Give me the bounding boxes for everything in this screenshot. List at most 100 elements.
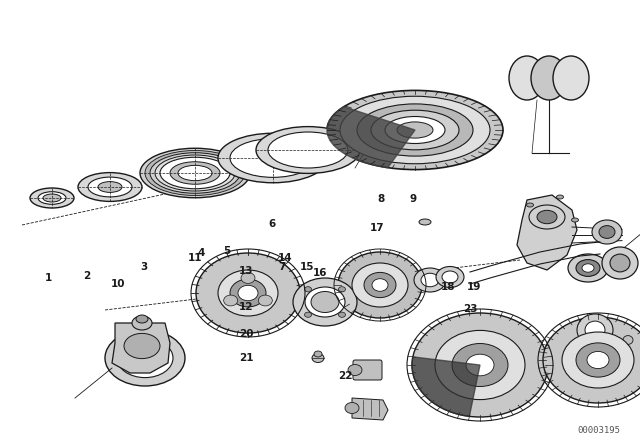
Ellipse shape (385, 116, 445, 143)
Ellipse shape (196, 253, 300, 333)
Text: 16: 16 (313, 268, 327, 278)
Ellipse shape (452, 344, 508, 387)
Polygon shape (112, 323, 170, 373)
Text: 12: 12 (239, 302, 253, 312)
Ellipse shape (38, 192, 66, 204)
Ellipse shape (241, 272, 255, 284)
Ellipse shape (339, 287, 346, 292)
Ellipse shape (529, 205, 565, 229)
Text: 14: 14 (278, 253, 292, 263)
Ellipse shape (218, 133, 328, 183)
Ellipse shape (155, 155, 235, 191)
Ellipse shape (348, 365, 362, 375)
Text: 22: 22 (339, 371, 353, 381)
Ellipse shape (230, 138, 316, 177)
Text: 4: 4 (198, 248, 205, 258)
Polygon shape (412, 357, 480, 416)
Ellipse shape (553, 56, 589, 100)
Text: 18: 18 (441, 282, 455, 292)
Ellipse shape (577, 314, 613, 346)
Ellipse shape (557, 195, 563, 199)
Ellipse shape (372, 279, 388, 291)
Ellipse shape (238, 285, 258, 301)
Ellipse shape (435, 331, 525, 400)
Ellipse shape (442, 271, 458, 283)
Text: 9: 9 (409, 194, 417, 204)
Ellipse shape (436, 267, 464, 288)
Ellipse shape (371, 110, 459, 150)
Ellipse shape (419, 219, 431, 225)
Text: 1: 1 (44, 273, 52, 283)
Ellipse shape (218, 270, 278, 316)
Ellipse shape (117, 338, 173, 378)
Ellipse shape (124, 333, 160, 358)
Text: 10: 10 (111, 280, 125, 289)
Ellipse shape (327, 90, 503, 170)
Text: 5: 5 (223, 246, 231, 256)
Ellipse shape (610, 254, 630, 272)
Ellipse shape (259, 295, 273, 306)
Ellipse shape (178, 165, 212, 181)
Ellipse shape (338, 252, 422, 318)
Text: 2: 2 (83, 271, 90, 280)
Ellipse shape (345, 402, 359, 414)
Ellipse shape (509, 56, 545, 100)
Ellipse shape (348, 123, 392, 143)
Ellipse shape (397, 122, 433, 138)
Ellipse shape (43, 194, 61, 202)
Ellipse shape (527, 203, 534, 207)
Text: 20: 20 (239, 329, 253, 339)
Ellipse shape (223, 295, 237, 306)
Ellipse shape (364, 272, 396, 297)
Ellipse shape (623, 336, 633, 345)
Ellipse shape (230, 279, 266, 307)
Text: 15: 15 (300, 262, 314, 271)
Ellipse shape (582, 264, 594, 272)
Text: 3: 3 (140, 262, 148, 271)
Ellipse shape (305, 287, 312, 292)
Ellipse shape (312, 353, 324, 362)
Text: 11: 11 (188, 253, 202, 263)
Ellipse shape (78, 172, 142, 202)
Ellipse shape (537, 210, 557, 224)
Ellipse shape (170, 162, 220, 184)
Ellipse shape (421, 273, 439, 287)
Ellipse shape (568, 254, 608, 282)
Ellipse shape (466, 354, 494, 376)
Polygon shape (352, 398, 388, 420)
Ellipse shape (145, 151, 245, 195)
Ellipse shape (543, 317, 640, 403)
Ellipse shape (357, 104, 473, 156)
Text: 13: 13 (239, 266, 253, 276)
Ellipse shape (592, 220, 622, 244)
Text: 17: 17 (371, 224, 385, 233)
Ellipse shape (105, 330, 185, 386)
Ellipse shape (160, 157, 230, 189)
Ellipse shape (412, 313, 548, 417)
Text: 23: 23 (463, 304, 477, 314)
Text: 6: 6 (268, 219, 276, 229)
Ellipse shape (88, 177, 132, 197)
Ellipse shape (587, 351, 609, 369)
Ellipse shape (132, 316, 152, 330)
Polygon shape (327, 107, 415, 168)
Ellipse shape (339, 312, 346, 317)
Ellipse shape (268, 132, 348, 168)
Ellipse shape (531, 56, 567, 100)
Ellipse shape (305, 312, 312, 317)
Ellipse shape (356, 127, 384, 139)
Ellipse shape (293, 278, 357, 326)
Ellipse shape (599, 226, 615, 238)
Ellipse shape (140, 148, 250, 198)
Ellipse shape (314, 351, 322, 357)
Ellipse shape (340, 96, 490, 164)
Text: 19: 19 (467, 282, 481, 292)
Ellipse shape (414, 268, 446, 292)
Ellipse shape (305, 287, 345, 317)
Ellipse shape (136, 315, 148, 323)
Ellipse shape (585, 321, 605, 339)
Text: 00003195: 00003195 (577, 426, 620, 435)
Ellipse shape (576, 343, 620, 377)
Ellipse shape (98, 181, 122, 192)
Ellipse shape (602, 247, 638, 279)
